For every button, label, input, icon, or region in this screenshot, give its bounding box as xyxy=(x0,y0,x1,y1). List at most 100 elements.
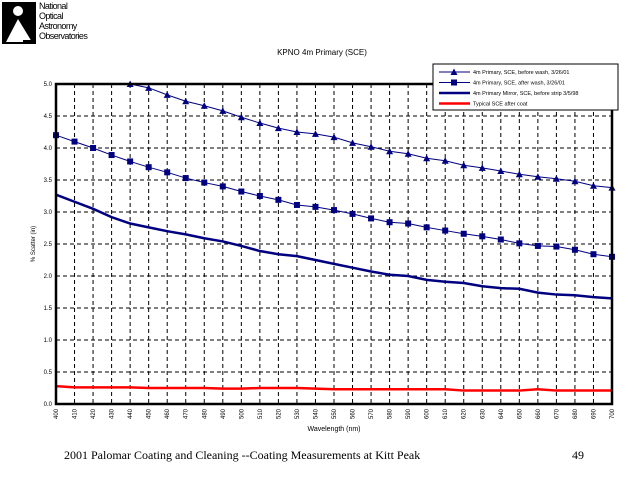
series-group xyxy=(53,80,616,392)
square-marker xyxy=(145,164,152,171)
logo-line: Astronomy xyxy=(39,21,77,31)
page-number: 49 xyxy=(572,448,584,462)
triangle-marker xyxy=(423,154,431,162)
square-marker xyxy=(479,233,486,240)
square-marker xyxy=(90,145,97,151)
y-axis-label: % Scatter (in) xyxy=(31,226,37,262)
square-marker xyxy=(71,138,78,145)
legend-label: Typical SCE after coat xyxy=(473,102,528,108)
square-marker xyxy=(256,193,263,199)
square-marker xyxy=(442,227,449,234)
triangle-marker xyxy=(571,177,579,185)
plot-frame xyxy=(54,82,614,406)
square-marker xyxy=(238,188,245,195)
square-marker xyxy=(516,240,523,247)
triangle-marker xyxy=(293,128,301,135)
triangle-marker xyxy=(450,68,458,75)
triangle-marker xyxy=(274,124,282,132)
square-marker xyxy=(368,215,375,222)
legend: 4m Primary, SCE, before wash, 3/26/01 4m … xyxy=(432,63,619,111)
y-tick-label: 0.0 xyxy=(44,402,53,408)
square-marker xyxy=(423,224,430,231)
legend-label: 4m Primary Mirror, SCE, before strip 3/5… xyxy=(473,91,578,97)
logo-text: National Optical Astronomy Observatories xyxy=(39,1,88,41)
x-tick-label: 410 xyxy=(73,408,79,419)
y-tick-label: 4.0 xyxy=(44,146,53,152)
triangle-marker xyxy=(497,167,505,175)
x-ticks: 400 410 420 430 440 450 460 470 480 490 500 510 520 5… xyxy=(54,408,616,419)
triangle-marker xyxy=(311,130,319,137)
square-marker xyxy=(219,183,226,190)
x-tick-label: 530 xyxy=(295,408,301,419)
x-tick-label: 550 xyxy=(332,408,338,419)
square-marker xyxy=(590,251,597,258)
triangle-marker xyxy=(349,139,357,146)
footer-caption: 2001 Palomar Coating and Cleaning --Coat… xyxy=(64,448,421,462)
triangle-marker xyxy=(219,107,227,114)
x-tick-label: 660 xyxy=(536,408,542,419)
x-tick-label: 670 xyxy=(554,408,560,419)
triangle-marker xyxy=(404,150,412,157)
x-tick-label: 570 xyxy=(369,408,375,419)
square-marker xyxy=(201,179,208,186)
square-marker xyxy=(553,243,560,250)
x-tick-label: 470 xyxy=(184,408,190,419)
x-tick-label: 480 xyxy=(202,408,208,419)
x-tick-label: 620 xyxy=(462,408,468,419)
triangle-marker xyxy=(182,97,190,105)
y-tick-label: 5.0 xyxy=(44,82,53,88)
x-tick-label: 580 xyxy=(388,408,394,419)
triangle-marker xyxy=(386,147,394,155)
triangle-marker xyxy=(478,164,486,171)
x-tick-label: 520 xyxy=(276,408,282,419)
triangle-marker xyxy=(460,161,468,169)
triangle-marker xyxy=(200,102,208,109)
x-tick-label: 430 xyxy=(110,408,116,419)
logo-line: Optical xyxy=(39,11,63,21)
x-tick-label: 440 xyxy=(128,408,134,419)
logo-line: Observatories xyxy=(39,31,88,41)
x-tick-label: 600 xyxy=(425,408,431,419)
square-marker xyxy=(182,175,189,182)
square-marker xyxy=(312,203,319,210)
grid xyxy=(56,84,612,404)
x-tick-label: 650 xyxy=(517,408,523,419)
y-tick-label: 1.5 xyxy=(44,306,53,312)
square-marker xyxy=(349,210,356,217)
x-axis-label: Wavelength (nm) xyxy=(307,426,360,433)
x-tick-label: 500 xyxy=(239,408,245,419)
triangle-marker xyxy=(256,119,264,127)
series-line xyxy=(55,193,613,300)
x-tick-label: 630 xyxy=(480,408,486,419)
series-line xyxy=(55,384,612,392)
triangle-marker xyxy=(552,175,560,182)
x-tick-label: 490 xyxy=(221,408,227,419)
triangle-marker xyxy=(515,170,523,178)
y-tick-label: 2.0 xyxy=(44,274,53,280)
x-tick-label: 460 xyxy=(165,408,171,419)
x-tick-label: 690 xyxy=(591,408,597,419)
y-tick-label: 3.0 xyxy=(44,210,53,216)
triangle-marker xyxy=(367,143,375,150)
square-marker xyxy=(293,201,300,208)
square-marker xyxy=(534,242,541,249)
square-marker xyxy=(497,236,504,243)
legend-label: 4m Primary, SCE, before wash, 3/26/01 xyxy=(473,70,570,76)
y-tick-label: 4.5 xyxy=(44,114,53,120)
square-marker xyxy=(108,152,115,159)
x-tick-label: 610 xyxy=(443,408,449,419)
x-tick-label: 560 xyxy=(351,408,357,419)
y-tick-label: 3.5 xyxy=(44,178,53,184)
square-marker xyxy=(460,230,467,237)
noao-logo xyxy=(2,2,36,44)
square-marker xyxy=(386,219,393,226)
x-tick-label: 700 xyxy=(610,408,616,419)
x-tick-label: 450 xyxy=(147,408,153,419)
square-marker xyxy=(451,79,457,86)
triangle-marker xyxy=(589,182,597,189)
square-marker xyxy=(275,196,282,203)
square-marker xyxy=(331,207,337,214)
triangle-marker xyxy=(441,157,449,164)
square-marker xyxy=(571,246,578,253)
